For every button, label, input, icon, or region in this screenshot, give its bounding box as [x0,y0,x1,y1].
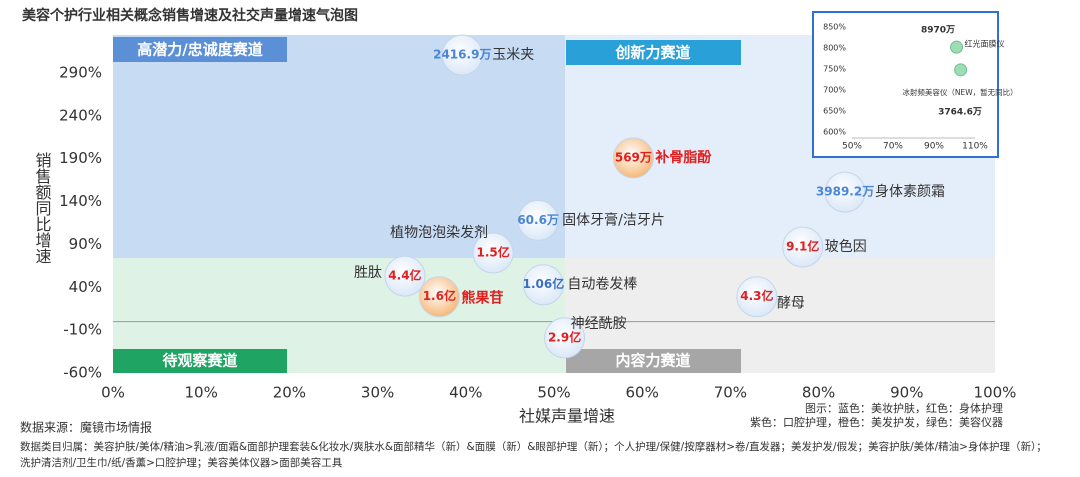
x-tick-label: 20% [273,384,306,402]
x-tick-label: 60% [626,384,659,402]
bubble [384,255,426,297]
quadrant-label: 高潜力/忠诚度赛道 [137,41,262,59]
y-tick-label: 90% [69,235,102,253]
y-tick-label: 700% [823,86,846,95]
bubble [418,276,460,318]
bubble [517,199,559,241]
y-tick-label: -10% [63,321,102,339]
bubble-value: 8970万 [921,25,955,36]
bubble-value: 4.3亿 [740,288,773,303]
bubble-value: 3764.6万 [938,107,982,118]
y-tick-label: 40% [69,278,102,296]
bubble-name: 胜肽 [354,265,382,281]
bubble [824,171,866,213]
y-tick-label: 140% [59,192,102,210]
quadrant-tag [113,349,287,373]
bubble-value: 1.6亿 [423,288,456,303]
bubble [544,317,586,359]
bubble-name: 玻色因 [825,238,867,255]
bubble [950,40,964,54]
x-tick-label: 80% [802,384,835,402]
bubble-name: 身体素颜霜 [875,184,945,200]
bubble-name: 冰射频美容仪（NEW，暂无同比） [902,87,1017,97]
bubble-value: 1.06亿 [523,276,565,291]
x-tick-label: 40% [449,384,482,402]
y-tick-label: 290% [59,64,102,82]
footnote: 数据类目归属：美容护肤/美体/精油>乳液/面霜&面部护理套装&化妆水/爽肤水&面… [20,440,1047,453]
quadrant-tag [566,349,741,373]
x-tick-label: 90% [890,384,923,402]
x-tick-label: 110% [962,142,988,152]
bubble [612,137,654,179]
inset-chart: 600% 650% 700% 750% 800% 850% 50% 70% 90% 110% 897… [812,11,1018,158]
bubble-value: 3989.2万 [816,185,874,199]
x-tick-label: 50% [842,142,862,152]
legend-note: 图示：蓝色：美妆护肤，红色：身体护理 [805,401,1003,415]
legend-note: 紫色：口腔护理，橙色：美发护发，绿色：美容仪器 [750,415,1003,429]
bubble-value: 60.6万 [517,213,559,227]
y-tick-label: 600% [823,128,846,137]
bubble [472,232,514,274]
y-tick-label: 240% [59,106,102,124]
bubble-name: 熊果苷 [461,290,503,307]
y-tick-label: 750% [823,65,846,74]
x-tick-label: 10% [185,384,218,402]
bubble-name: 补骨脂酚 [654,149,712,166]
y-tick-label: 650% [823,107,846,116]
bubble-value: 2.9亿 [548,329,581,344]
bubble-value: 9.1亿 [786,239,819,254]
bubble-value: 569万 [615,150,652,164]
bubble [522,264,564,306]
quadrant-tag [566,40,741,65]
x-tick-label: 90% [924,142,944,152]
y-tick-label: 800% [823,44,846,53]
quadrant-label: 内容力赛道 [615,352,690,370]
x-tick-label: 0% [101,384,125,402]
y-axis-title: 销售额同比增速 [33,152,52,264]
bubble-value: 2416.9万 [433,48,491,62]
y-tick-label: 190% [59,149,102,167]
y-tick-label: -60% [63,364,102,382]
source: 数据来源：魔镜市场情报 [20,420,152,435]
inset-frame [812,11,999,158]
quadrant-tag [113,37,287,62]
x-tick-label: 70% [714,384,747,402]
x-tick-label: 70% [883,142,903,152]
quadrant-label: 创新力赛道 [614,44,690,62]
bubble-value: 4.4亿 [388,268,421,283]
bubble [736,276,778,318]
footnote: 洗护清洁剂/卫生巾/纸/香薰>口腔护理；美容美体仪器>面部美容工具 [20,456,343,469]
x-tick-label: 30% [361,384,394,402]
x-tick-label: 100% [974,384,1017,402]
bubble-name: 酵母 [777,296,805,312]
bubble-name: 植物泡泡染发剂 [390,225,488,241]
bubble-name: 自动卷发棒 [567,277,637,293]
x-axis-title: 社媒声量增速 [519,407,615,426]
y-tick-label: 850% [823,23,846,32]
bubble [441,34,483,76]
title: 美容个护行业相关概念销售增速及社交声量增速气泡图 [22,7,358,24]
bubble-name: 神经酰胺 [571,316,627,332]
x-tick-label: 50% [537,384,570,402]
bubble-name: 固体牙膏/洁牙片 [562,211,665,228]
bubble [782,226,824,268]
quadrant-bg [113,35,565,258]
quadrant-label: 待观察赛道 [162,352,237,370]
bubble [954,63,968,77]
bubble-name: 玉米夹 [492,47,534,63]
bubble-value: 1.5亿 [477,245,510,260]
bubble-name: 红光面膜仪 [965,39,1005,49]
